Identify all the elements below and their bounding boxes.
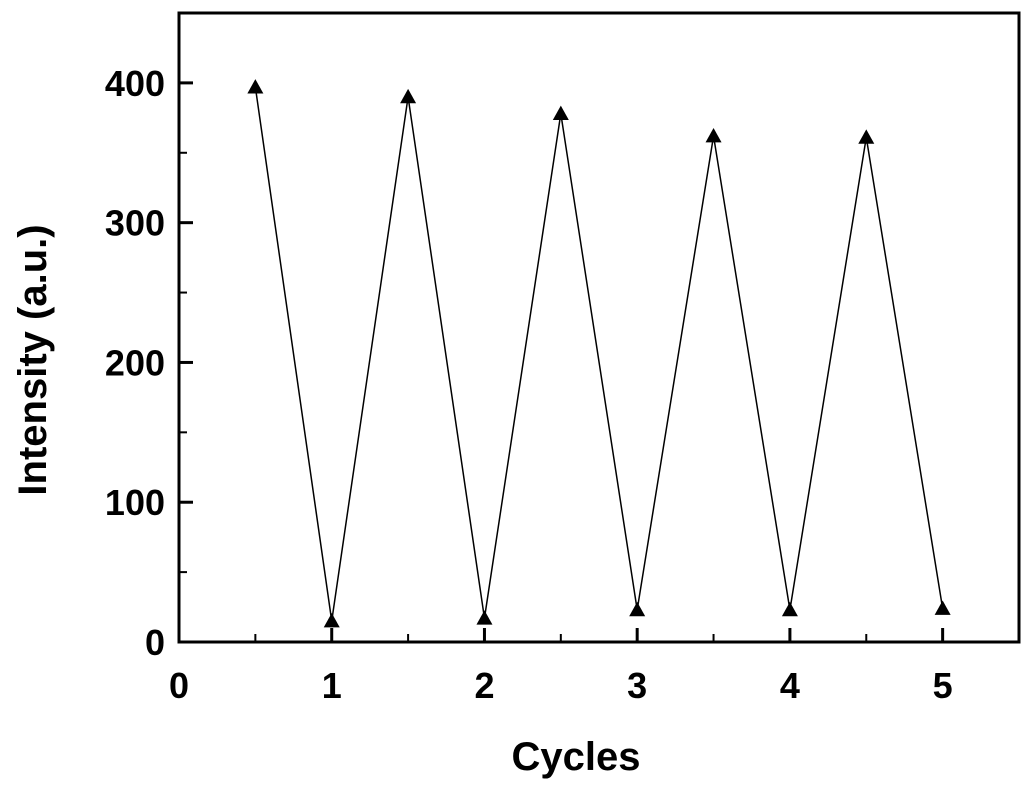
x-tick-label: 5 (933, 665, 953, 706)
plot-frame (177, 11, 1021, 644)
x-tick-label: 3 (627, 665, 647, 706)
data-point (476, 610, 493, 625)
data-point (247, 79, 264, 94)
data-point (400, 88, 417, 104)
data-point (552, 105, 569, 121)
series-line (254, 86, 944, 622)
plot-area (177, 11, 1021, 644)
y-tick-label: 300 (105, 203, 165, 244)
data-point (629, 601, 646, 617)
y-tick-label: 100 (105, 482, 165, 523)
data-series (247, 79, 951, 628)
x-tick-label: 1 (322, 665, 342, 706)
y-tick-label: 200 (105, 342, 165, 383)
data-point (858, 129, 875, 144)
x-tick-label: 0 (169, 665, 189, 706)
x-tick-label: 2 (474, 665, 494, 706)
y-tick-label: 400 (105, 63, 165, 104)
data-point (323, 613, 340, 628)
y-tick-label: 0 (145, 622, 165, 663)
x-tick-label: 4 (780, 665, 800, 706)
x-axis-title: Cycles (512, 735, 641, 779)
axis-ticks: 0 1 2 3 4 5 0 100 200 300 400 (105, 63, 953, 706)
y-axis-title: Intensity (a.u.) (11, 224, 55, 495)
data-point (705, 128, 722, 143)
data-point (781, 601, 798, 617)
data-point (934, 600, 951, 615)
